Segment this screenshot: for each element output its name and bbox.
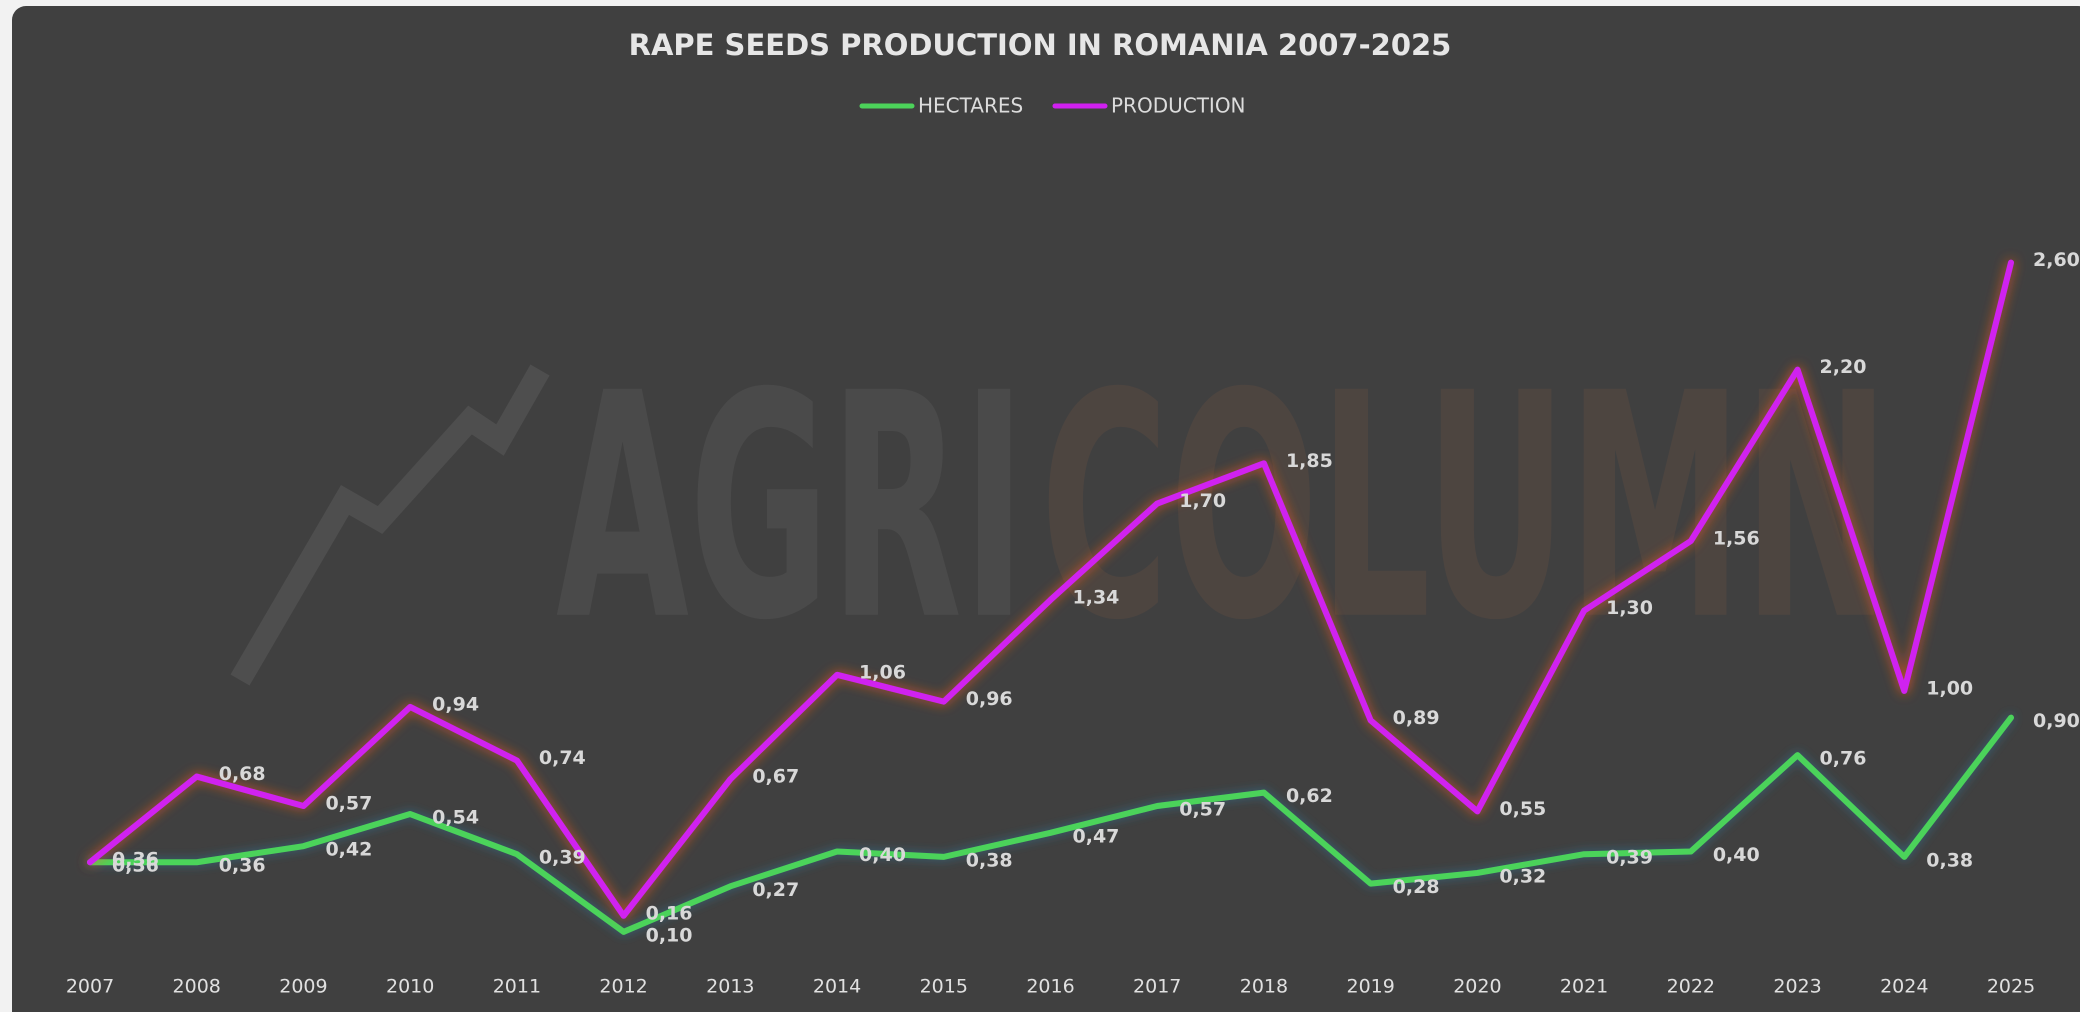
data-label: 0,62 xyxy=(1286,785,1333,807)
data-label: 0,57 xyxy=(325,793,372,815)
data-label: 0,38 xyxy=(966,849,1013,871)
data-label: 0,27 xyxy=(752,879,799,901)
data-label: 0,74 xyxy=(539,747,586,769)
data-label: 1,30 xyxy=(1606,597,1653,619)
data-label: 2,20 xyxy=(1820,356,1867,378)
x-tick-label: 2015 xyxy=(920,976,968,998)
data-label: 0,16 xyxy=(646,902,693,924)
x-tick-label: 2012 xyxy=(599,976,647,998)
data-label: 0,39 xyxy=(1606,847,1653,869)
data-label: 0,89 xyxy=(1393,707,1440,729)
watermark-arrow xyxy=(230,364,550,686)
x-tick-label: 2009 xyxy=(279,976,327,998)
x-tick-label: 2014 xyxy=(813,976,861,998)
data-label: 0,36 xyxy=(112,855,159,877)
x-tick-label: 2007 xyxy=(66,976,114,998)
data-label: 0,94 xyxy=(432,693,479,715)
data-label: 1,56 xyxy=(1713,528,1760,550)
data-label: 0,10 xyxy=(646,924,693,946)
x-tick-label: 2022 xyxy=(1667,976,1715,998)
data-label: 0,57 xyxy=(1179,799,1226,821)
x-tick-label: 2019 xyxy=(1346,976,1394,998)
data-label: 0,54 xyxy=(432,807,479,829)
data-label: 0,68 xyxy=(219,763,266,785)
data-label: 0,42 xyxy=(325,839,372,861)
x-tick-label: 2011 xyxy=(493,976,541,998)
x-tick-label: 2018 xyxy=(1240,976,1288,998)
x-tick-label: 2021 xyxy=(1560,976,1608,998)
series-line xyxy=(87,259,2014,919)
legend-label: PRODUCTION xyxy=(1111,94,1246,118)
x-tick-label: 2008 xyxy=(173,976,221,998)
data-label: 0,55 xyxy=(1499,798,1546,820)
data-label: 0,32 xyxy=(1499,865,1546,887)
data-label: 0,36 xyxy=(112,849,159,871)
watermark: AGRI xyxy=(556,328,1026,689)
data-label: 1,06 xyxy=(859,661,906,683)
data-label: 0,90 xyxy=(2033,710,2080,732)
x-tick-label: 2017 xyxy=(1133,976,1181,998)
data-label: 1,70 xyxy=(1179,490,1226,512)
data-label: 0,76 xyxy=(1820,748,1867,770)
x-tick-label: 2016 xyxy=(1026,976,1074,998)
data-label: 0,39 xyxy=(539,847,586,869)
x-tick-label: 2024 xyxy=(1880,976,1928,998)
data-label: 0,40 xyxy=(1713,844,1760,866)
data-label: 1,00 xyxy=(1926,677,1973,699)
x-tick-label: 2025 xyxy=(1987,976,2035,998)
data-label: 2,60 xyxy=(2033,249,2080,271)
chart-title: RAPE SEEDS PRODUCTION IN ROMANIA 2007-20… xyxy=(629,28,1452,62)
data-label: 0,67 xyxy=(752,766,799,788)
data-label: 0,40 xyxy=(859,844,906,866)
x-tick-label: 2013 xyxy=(706,976,754,998)
data-label: 0,47 xyxy=(1073,825,1120,847)
data-label: 0,96 xyxy=(966,688,1013,710)
data-label: 1,34 xyxy=(1073,586,1120,608)
x-tick-label: 2023 xyxy=(1773,976,1821,998)
x-tick-label: 2020 xyxy=(1453,976,1501,998)
legend-label: HECTARES xyxy=(918,94,1023,118)
data-label: 1,85 xyxy=(1286,450,1333,472)
data-label: 0,36 xyxy=(219,855,266,877)
data-label: 0,28 xyxy=(1393,876,1440,898)
card xyxy=(12,6,2080,1012)
data-label: 0,38 xyxy=(1926,849,1973,871)
series-line xyxy=(87,714,2014,935)
x-tick-label: 2010 xyxy=(386,976,434,998)
watermark: COLUMN xyxy=(1040,328,1890,689)
